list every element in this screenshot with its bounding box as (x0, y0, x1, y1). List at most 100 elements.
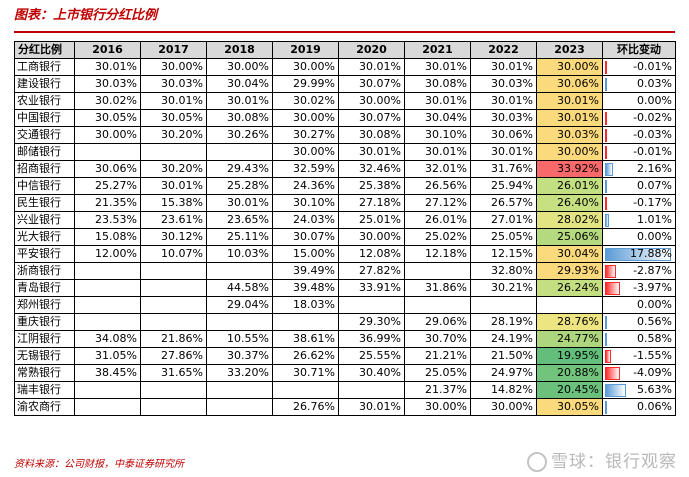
ratio-cell (140, 296, 207, 314)
change-cell: 0.56% (602, 313, 676, 331)
table-row: 平安银行 12.00% 10.07% 10.03% 15.00% 12.08% 12.18%… (14, 245, 676, 263)
ratio-cell: 38.61% (272, 330, 339, 348)
ratio-cell: 29.06% (404, 313, 471, 331)
ratio-cell: 30.07% (338, 109, 405, 127)
ratio-cell: 12.00% (74, 245, 141, 263)
ratio-cell: 30.00% (140, 58, 207, 76)
ratio-cell (140, 313, 207, 331)
ratio-cell: 27.82% (338, 262, 405, 280)
bank-name: 重庆银行 (14, 313, 75, 331)
change-cell: 0.07% (602, 177, 676, 195)
ratio-cell: 30.01% (338, 58, 405, 76)
ratio-cell-2023: 26.01% (536, 177, 603, 195)
change-bar-positive (605, 214, 609, 227)
ratio-cell-2023: 25.06% (536, 228, 603, 246)
ratio-cell: 25.01% (338, 211, 405, 229)
ratio-cell: 32.59% (272, 160, 339, 178)
ratio-cell: 30.01% (74, 58, 141, 76)
ratio-cell: 30.27% (272, 126, 339, 144)
ratio-cell: 30.03% (140, 75, 207, 93)
change-cell: -2.87% (602, 262, 676, 280)
change-cell: 5.63% (602, 381, 676, 399)
table-row: 农业银行 30.02% 30.01% 30.01% 30.02% 30.00% 30.01%… (14, 92, 676, 110)
ratio-cell: 32.46% (338, 160, 405, 178)
ratio-cell: 30.00% (404, 398, 471, 416)
ratio-cell: 30.00% (338, 92, 405, 110)
change-value: -3.97% (633, 281, 672, 294)
ratio-cell: 30.00% (272, 58, 339, 76)
change-bar-negative (605, 146, 607, 159)
ratio-cell: 30.21% (470, 279, 537, 297)
column-header-2020: 2020 (338, 41, 405, 59)
ratio-cell-2023: 20.88% (536, 364, 603, 382)
bank-name: 浙商银行 (14, 262, 75, 280)
ratio-cell: 30.20% (140, 126, 207, 144)
ratio-cell: 30.02% (74, 92, 141, 110)
ratio-cell-2023: 26.24% (536, 279, 603, 297)
ratio-cell: 21.21% (404, 347, 471, 365)
change-cell: 2.16% (602, 160, 676, 178)
ratio-cell (74, 313, 141, 331)
change-bar-negative (605, 265, 616, 278)
ratio-cell: 30.20% (140, 160, 207, 178)
change-cell: 17.88% (602, 245, 676, 263)
change-bar-positive (605, 316, 608, 329)
bank-name: 平安银行 (14, 245, 75, 263)
change-value: -0.02% (633, 111, 672, 124)
ratio-cell: 30.08% (338, 126, 405, 144)
ratio-cell (74, 279, 141, 297)
change-bar-negative (605, 61, 607, 74)
ratio-cell: 30.01% (404, 58, 471, 76)
ratio-cell (140, 143, 207, 161)
ratio-cell: 30.01% (338, 143, 405, 161)
change-bar-positive (605, 180, 607, 193)
ratio-cell: 44.58% (206, 279, 273, 297)
ratio-cell: 30.37% (206, 347, 273, 365)
ratio-cell (404, 296, 471, 314)
change-value: 2.16% (637, 162, 672, 175)
ratio-cell: 31.65% (140, 364, 207, 382)
ratio-cell: 30.06% (74, 160, 141, 178)
ratio-cell: 25.55% (338, 347, 405, 365)
bank-name: 瑞丰银行 (14, 381, 75, 399)
ratio-cell: 24.97% (470, 364, 537, 382)
table-row: 重庆银行 29.30% 29.06% 28.19% 28.76% 0.56% (14, 313, 676, 331)
ratio-cell: 31.86% (404, 279, 471, 297)
ratio-cell: 34.08% (74, 330, 141, 348)
ratio-cell: 25.28% (206, 177, 273, 195)
table-row: 常熟银行 38.45% 31.65% 33.20% 30.71% 30.40% 25.05%… (14, 364, 676, 382)
ratio-cell: 36.99% (338, 330, 405, 348)
ratio-cell: 26.76% (272, 398, 339, 416)
ratio-cell: 30.00% (272, 143, 339, 161)
change-cell: 0.03% (602, 75, 676, 93)
bank-name: 工商银行 (14, 58, 75, 76)
ratio-cell: 30.08% (404, 75, 471, 93)
change-bar-positive (605, 401, 607, 414)
ratio-cell-2023: 30.00% (536, 58, 603, 76)
ratio-cell: 30.08% (206, 109, 273, 127)
ratio-cell: 30.05% (74, 109, 141, 127)
bank-name: 中信银行 (14, 177, 75, 195)
ratio-cell: 27.01% (470, 211, 537, 229)
figure-title: 图表：上市银行分红比例 (14, 8, 158, 23)
ratio-cell: 30.01% (206, 194, 273, 212)
bank-name: 民生银行 (14, 194, 75, 212)
ratio-cell-2023 (536, 296, 603, 314)
change-value: 5.63% (637, 383, 672, 396)
ratio-cell (140, 381, 207, 399)
ratio-cell: 30.01% (206, 92, 273, 110)
column-header-2016: 2016 (74, 41, 141, 59)
ratio-cell (74, 296, 141, 314)
ratio-cell (206, 381, 273, 399)
table-row: 浙商银行 39.49% 27.82% 32.80% 29.93% -2.87% (14, 262, 676, 280)
change-value: 1.01% (637, 213, 672, 226)
bank-name: 邮储银行 (14, 143, 75, 161)
ratio-cell: 29.99% (272, 75, 339, 93)
ratio-cell: 30.01% (140, 177, 207, 195)
ratio-cell: 18.03% (272, 296, 339, 314)
ratio-cell: 26.62% (272, 347, 339, 365)
ratio-cell: 32.80% (470, 262, 537, 280)
table-row: 兴业银行 23.53% 23.61% 23.65% 24.03% 25.01% 26.01%… (14, 211, 676, 229)
ratio-cell: 30.05% (140, 109, 207, 127)
ratio-cell: 29.30% (338, 313, 405, 331)
